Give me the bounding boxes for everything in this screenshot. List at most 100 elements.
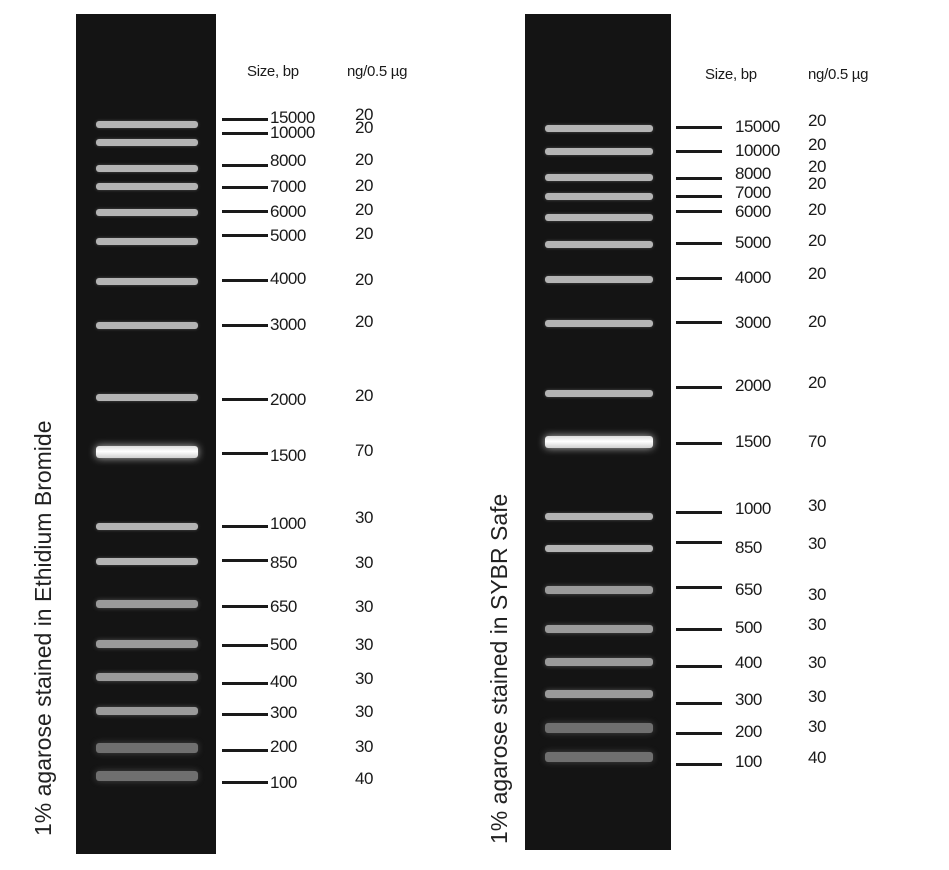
gel-band-4000	[96, 277, 198, 285]
gel-band-6000	[545, 213, 653, 221]
marker-ng-label: 20	[355, 386, 373, 405]
marker-size-label: 2000	[735, 376, 771, 395]
gel-band-400	[96, 673, 198, 681]
marker-ng-label: 20	[355, 105, 373, 124]
marker-tick	[222, 118, 268, 121]
marker-size-label: 1500	[735, 432, 771, 451]
marker-tick	[222, 164, 268, 167]
gel-band-15000	[96, 120, 198, 128]
marker-size-label: 4000	[735, 268, 771, 287]
marker-size-label: 6000	[735, 202, 771, 221]
size-column-header: Size, bp	[705, 66, 757, 83]
marker-ng-label: 30	[355, 702, 373, 721]
marker-size-label: 300	[270, 703, 297, 722]
gel-band-650	[96, 600, 198, 608]
marker-ng-label: 30	[355, 508, 373, 527]
marker-ng-label: 30	[808, 687, 826, 706]
marker-size-label: 200	[735, 722, 762, 741]
marker-tick	[676, 442, 722, 445]
marker-tick	[222, 186, 268, 189]
gel-band-8000	[96, 164, 198, 172]
marker-ng-label: 40	[808, 748, 826, 767]
marker-tick	[676, 150, 722, 153]
marker-tick	[222, 682, 268, 685]
marker-ng-label: 20	[808, 312, 826, 331]
marker-ng-label: 20	[808, 135, 826, 154]
gel-band-4000	[545, 275, 653, 283]
marker-ng-label: 20	[355, 224, 373, 243]
marker-tick	[222, 234, 268, 237]
marker-ng-label: 20	[355, 150, 373, 169]
ng-column-header: ng/0.5 µg	[347, 63, 408, 80]
gel-band-1000	[545, 512, 653, 520]
marker-tick	[676, 586, 722, 589]
marker-ng-label: 20	[355, 312, 373, 331]
marker-ng-label: 20	[808, 231, 826, 250]
gel-band-300	[545, 690, 653, 698]
marker-size-label: 5000	[735, 233, 771, 252]
marker-tick	[676, 763, 722, 766]
gel-band-650	[545, 586, 653, 594]
marker-size-label: 15000	[270, 108, 315, 127]
marker-ng-label: 20	[808, 200, 826, 219]
marker-tick	[676, 732, 722, 735]
marker-tick	[222, 452, 268, 455]
marker-tick	[222, 605, 268, 608]
gel-band-2000	[545, 389, 653, 397]
marker-tick	[222, 781, 268, 784]
marker-size-label: 5000	[270, 226, 306, 245]
marker-size-label: 8000	[735, 164, 771, 183]
marker-ng-label: 30	[808, 496, 826, 515]
marker-size-label: 8000	[270, 151, 306, 170]
size-column-header: Size, bp	[247, 63, 299, 80]
marker-tick	[676, 665, 722, 668]
marker-tick	[676, 210, 722, 213]
gel-band-3000	[545, 319, 653, 327]
gel-band-300	[96, 707, 198, 715]
marker-size-label: 650	[735, 580, 762, 599]
marker-ng-label: 30	[808, 585, 826, 604]
marker-ng-label: 30	[355, 553, 373, 572]
marker-tick	[222, 644, 268, 647]
gel-band-200	[96, 743, 198, 753]
marker-size-label: 850	[270, 553, 297, 572]
marker-size-label: 400	[735, 653, 762, 672]
marker-tick	[676, 177, 722, 180]
gel-image	[525, 14, 671, 850]
gel-band-1000	[96, 522, 198, 530]
marker-ng-label: 30	[355, 669, 373, 688]
marker-tick	[676, 511, 722, 514]
marker-size-label: 400	[270, 672, 297, 691]
marker-size-label: 1000	[270, 514, 306, 533]
marker-ng-label: 40	[355, 769, 373, 788]
marker-ng-label: 30	[808, 717, 826, 736]
marker-ng-label: 30	[355, 597, 373, 616]
gel-band-500	[96, 640, 198, 648]
gel-band-7000	[545, 192, 653, 200]
gel-band-100	[545, 752, 653, 762]
marker-tick	[676, 541, 722, 544]
marker-ng-label: 30	[808, 615, 826, 634]
marker-size-label: 500	[735, 618, 762, 637]
marker-size-label: 7000	[735, 183, 771, 202]
marker-size-label: 500	[270, 635, 297, 654]
marker-tick	[676, 321, 722, 324]
marker-ng-label: 20	[808, 373, 826, 392]
marker-ng-label: 20	[355, 118, 373, 137]
gel-band-3000	[96, 321, 198, 329]
gel-band-200	[545, 723, 653, 733]
marker-size-label: 1000	[735, 499, 771, 518]
gel-band-1500	[96, 446, 198, 458]
marker-tick	[222, 324, 268, 327]
gel-band-5000	[545, 240, 653, 248]
marker-size-label: 1500	[270, 446, 306, 465]
marker-ng-label: 20	[355, 200, 373, 219]
marker-size-label: 6000	[270, 202, 306, 221]
gel-image	[76, 14, 216, 854]
marker-size-label: 100	[270, 773, 297, 792]
marker-size-label: 200	[270, 737, 297, 756]
marker-tick	[676, 386, 722, 389]
marker-ng-label: 20	[808, 264, 826, 283]
marker-tick	[222, 749, 268, 752]
marker-ng-label: 70	[355, 441, 373, 460]
